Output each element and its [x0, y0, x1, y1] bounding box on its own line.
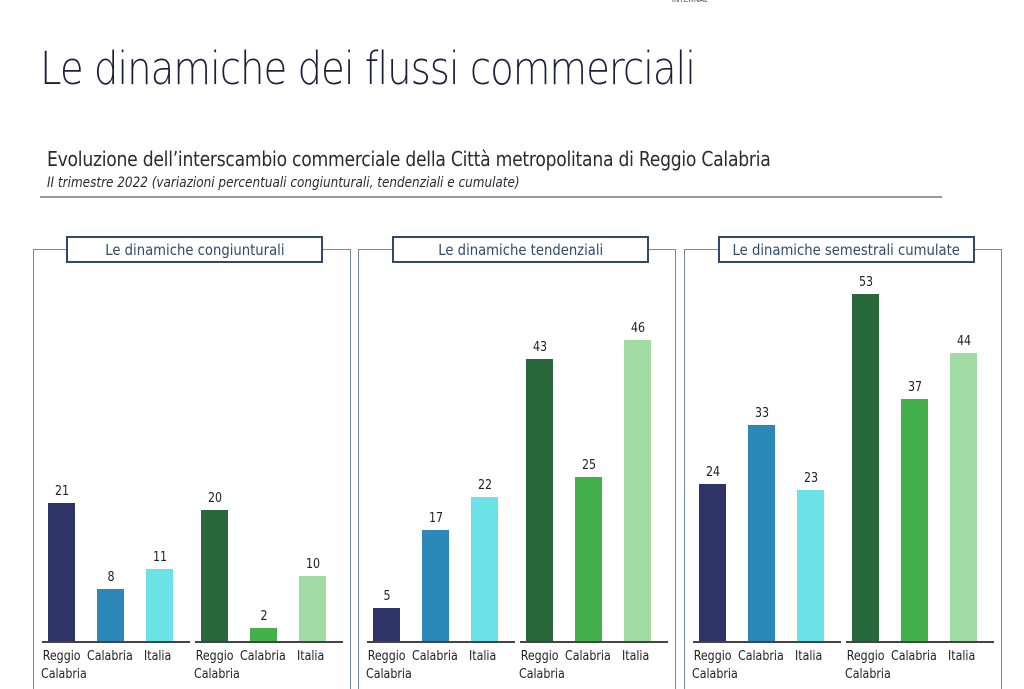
category-label-line2: Calabria — [845, 667, 891, 682]
chart-note: II trimestre 2022 (variazioni percentual… — [47, 175, 520, 191]
bar — [748, 424, 775, 641]
category-label-line1: Reggio — [195, 649, 234, 664]
category-label: Italia — [622, 649, 650, 664]
category-label: Reggio Calabria — [519, 648, 565, 684]
category-label: Italia — [948, 649, 976, 664]
category-label: Reggio Calabria — [41, 648, 87, 684]
panel-title: Le dinamiche congiunturali — [66, 236, 323, 263]
category-label-line1: Reggio — [367, 649, 406, 664]
category-label: Reggio Calabria — [845, 648, 891, 684]
classification-label: INTERNAL — [672, 0, 709, 4]
data-label: 17 — [428, 510, 443, 526]
bar — [526, 359, 553, 641]
category-label: Reggio Calabria — [692, 648, 738, 684]
x-axis-line — [195, 641, 343, 643]
bar — [624, 339, 651, 641]
data-label: 23 — [803, 471, 818, 487]
chart-subtitle: Evoluzione dell’interscambio commerciale… — [47, 147, 771, 171]
category-label-line2: Calabria — [519, 667, 565, 682]
category-label-line1: Reggio — [846, 649, 885, 664]
bar — [250, 627, 277, 641]
category-label-line2: Calabria — [692, 667, 738, 682]
category-label-line1: Reggio — [42, 649, 81, 664]
data-label: 11 — [152, 549, 167, 565]
data-label: 21 — [54, 484, 69, 500]
category-label: Calabria — [87, 649, 133, 664]
panel-title-text: Le dinamiche tendenziali — [438, 240, 603, 259]
x-axis-line — [367, 641, 515, 643]
x-axis-line — [42, 641, 190, 643]
panel-title-text: Le dinamiche congiunturali — [104, 240, 285, 259]
bar — [471, 496, 498, 641]
category-label: Italia — [144, 649, 172, 664]
category-label: Reggio Calabria — [366, 648, 412, 684]
panel-title: Le dinamiche semestrali cumulate — [718, 236, 975, 263]
data-label: 46 — [630, 320, 645, 336]
bar — [422, 529, 449, 641]
bar — [299, 575, 326, 641]
bar — [950, 352, 977, 641]
data-label: 43 — [532, 340, 547, 356]
bar — [852, 293, 879, 641]
category-label-line1: Reggio — [693, 649, 732, 664]
page-title: Le dinamiche dei flussi commerciali — [40, 42, 696, 95]
bar — [699, 483, 726, 641]
bar — [201, 510, 228, 641]
category-label: Calabria — [738, 649, 784, 664]
divider — [40, 196, 942, 198]
data-label: 37 — [907, 379, 922, 395]
bar — [146, 568, 173, 641]
category-label: Italia — [795, 649, 823, 664]
category-label-line2: Calabria — [194, 667, 240, 682]
category-label: Calabria — [891, 649, 937, 664]
x-axis-line — [693, 641, 841, 643]
data-label: 25 — [581, 458, 596, 474]
category-label-line1: Reggio — [520, 649, 559, 664]
category-label-line2: Calabria — [366, 667, 412, 682]
data-label: 10 — [305, 556, 320, 572]
category-label: Calabria — [240, 649, 286, 664]
data-label: 22 — [477, 477, 492, 493]
data-label: 5 — [382, 589, 391, 605]
panel-title-text: Le dinamiche semestrali cumulate — [732, 240, 961, 259]
category-label: Reggio Calabria — [194, 648, 240, 684]
bar — [797, 490, 824, 641]
category-label: Calabria — [412, 649, 458, 664]
data-label: 33 — [754, 405, 769, 421]
x-axis-line — [520, 641, 668, 643]
category-label-line2: Calabria — [41, 667, 87, 682]
category-label: Calabria — [565, 649, 611, 664]
data-label: 53 — [858, 274, 873, 290]
panel-title: Le dinamiche tendenziali — [392, 236, 649, 263]
bar — [48, 503, 75, 641]
category-label: Italia — [297, 649, 325, 664]
bar — [901, 398, 928, 641]
data-label: 44 — [956, 333, 971, 349]
data-label: 24 — [705, 464, 720, 480]
data-label: 2 — [259, 608, 268, 624]
data-label: 20 — [207, 491, 222, 506]
bar — [373, 608, 400, 641]
bar — [97, 588, 124, 641]
data-label: 8 — [106, 569, 115, 585]
category-label: Italia — [469, 649, 497, 664]
bar — [575, 477, 602, 641]
x-axis-line — [846, 641, 994, 643]
